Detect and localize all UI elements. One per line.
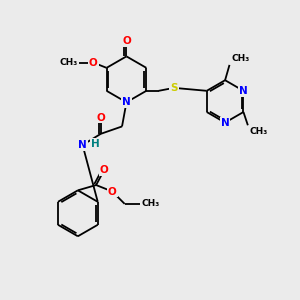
Text: O: O xyxy=(122,36,131,46)
Text: N: N xyxy=(122,97,131,107)
Text: CH₃: CH₃ xyxy=(250,127,268,136)
Text: N: N xyxy=(239,86,248,96)
Text: N: N xyxy=(78,140,87,150)
Text: N: N xyxy=(221,118,230,128)
Text: O: O xyxy=(108,187,117,196)
Text: H: H xyxy=(91,139,100,148)
Text: O: O xyxy=(97,112,105,123)
Text: O: O xyxy=(89,58,98,68)
Text: CH₃: CH₃ xyxy=(231,54,250,63)
Text: S: S xyxy=(170,83,178,93)
Text: CH₃: CH₃ xyxy=(59,58,78,67)
Text: O: O xyxy=(100,165,109,175)
Text: CH₃: CH₃ xyxy=(142,200,160,208)
